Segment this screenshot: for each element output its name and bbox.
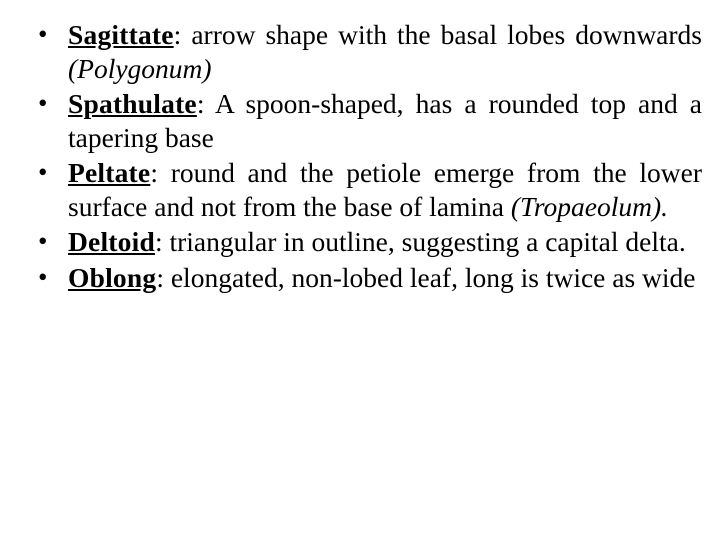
term-label: Peltate <box>68 157 150 188</box>
list-item: Deltoid: triangular in outline, suggesti… <box>34 225 702 259</box>
list-item: Sagittate: arrow shape with the basal lo… <box>34 18 702 85</box>
term-example: (Polygonum) <box>68 53 212 84</box>
definitions-list-container: Sagittate: arrow shape with the basal lo… <box>0 0 720 294</box>
term-separator: : <box>174 19 192 50</box>
term-example: (Tropaeolum). <box>511 191 668 222</box>
term-label: Sagittate <box>68 19 174 50</box>
term-description: elongated, non-lobed leaf, long is twice… <box>171 262 696 293</box>
term-description: triangular in outline, suggesting a capi… <box>169 226 685 257</box>
list-item: Spathulate: A spoon-shaped, has a rounde… <box>34 87 702 154</box>
definitions-list: Sagittate: arrow shape with the basal lo… <box>34 18 702 294</box>
list-item: Peltate: round and the petiole emerge fr… <box>34 156 702 223</box>
term-label: Deltoid <box>68 226 155 257</box>
term-separator: : <box>197 88 215 119</box>
term-label: Oblong <box>68 262 156 293</box>
term-separator: : <box>156 262 171 293</box>
term-description: arrow shape with the basal lobes downwar… <box>191 19 702 50</box>
term-label: Spathulate <box>68 88 197 119</box>
term-separator: : <box>150 157 170 188</box>
list-item: Oblong: elongated, non-lobed leaf, long … <box>34 261 702 295</box>
term-separator: : <box>155 226 170 257</box>
